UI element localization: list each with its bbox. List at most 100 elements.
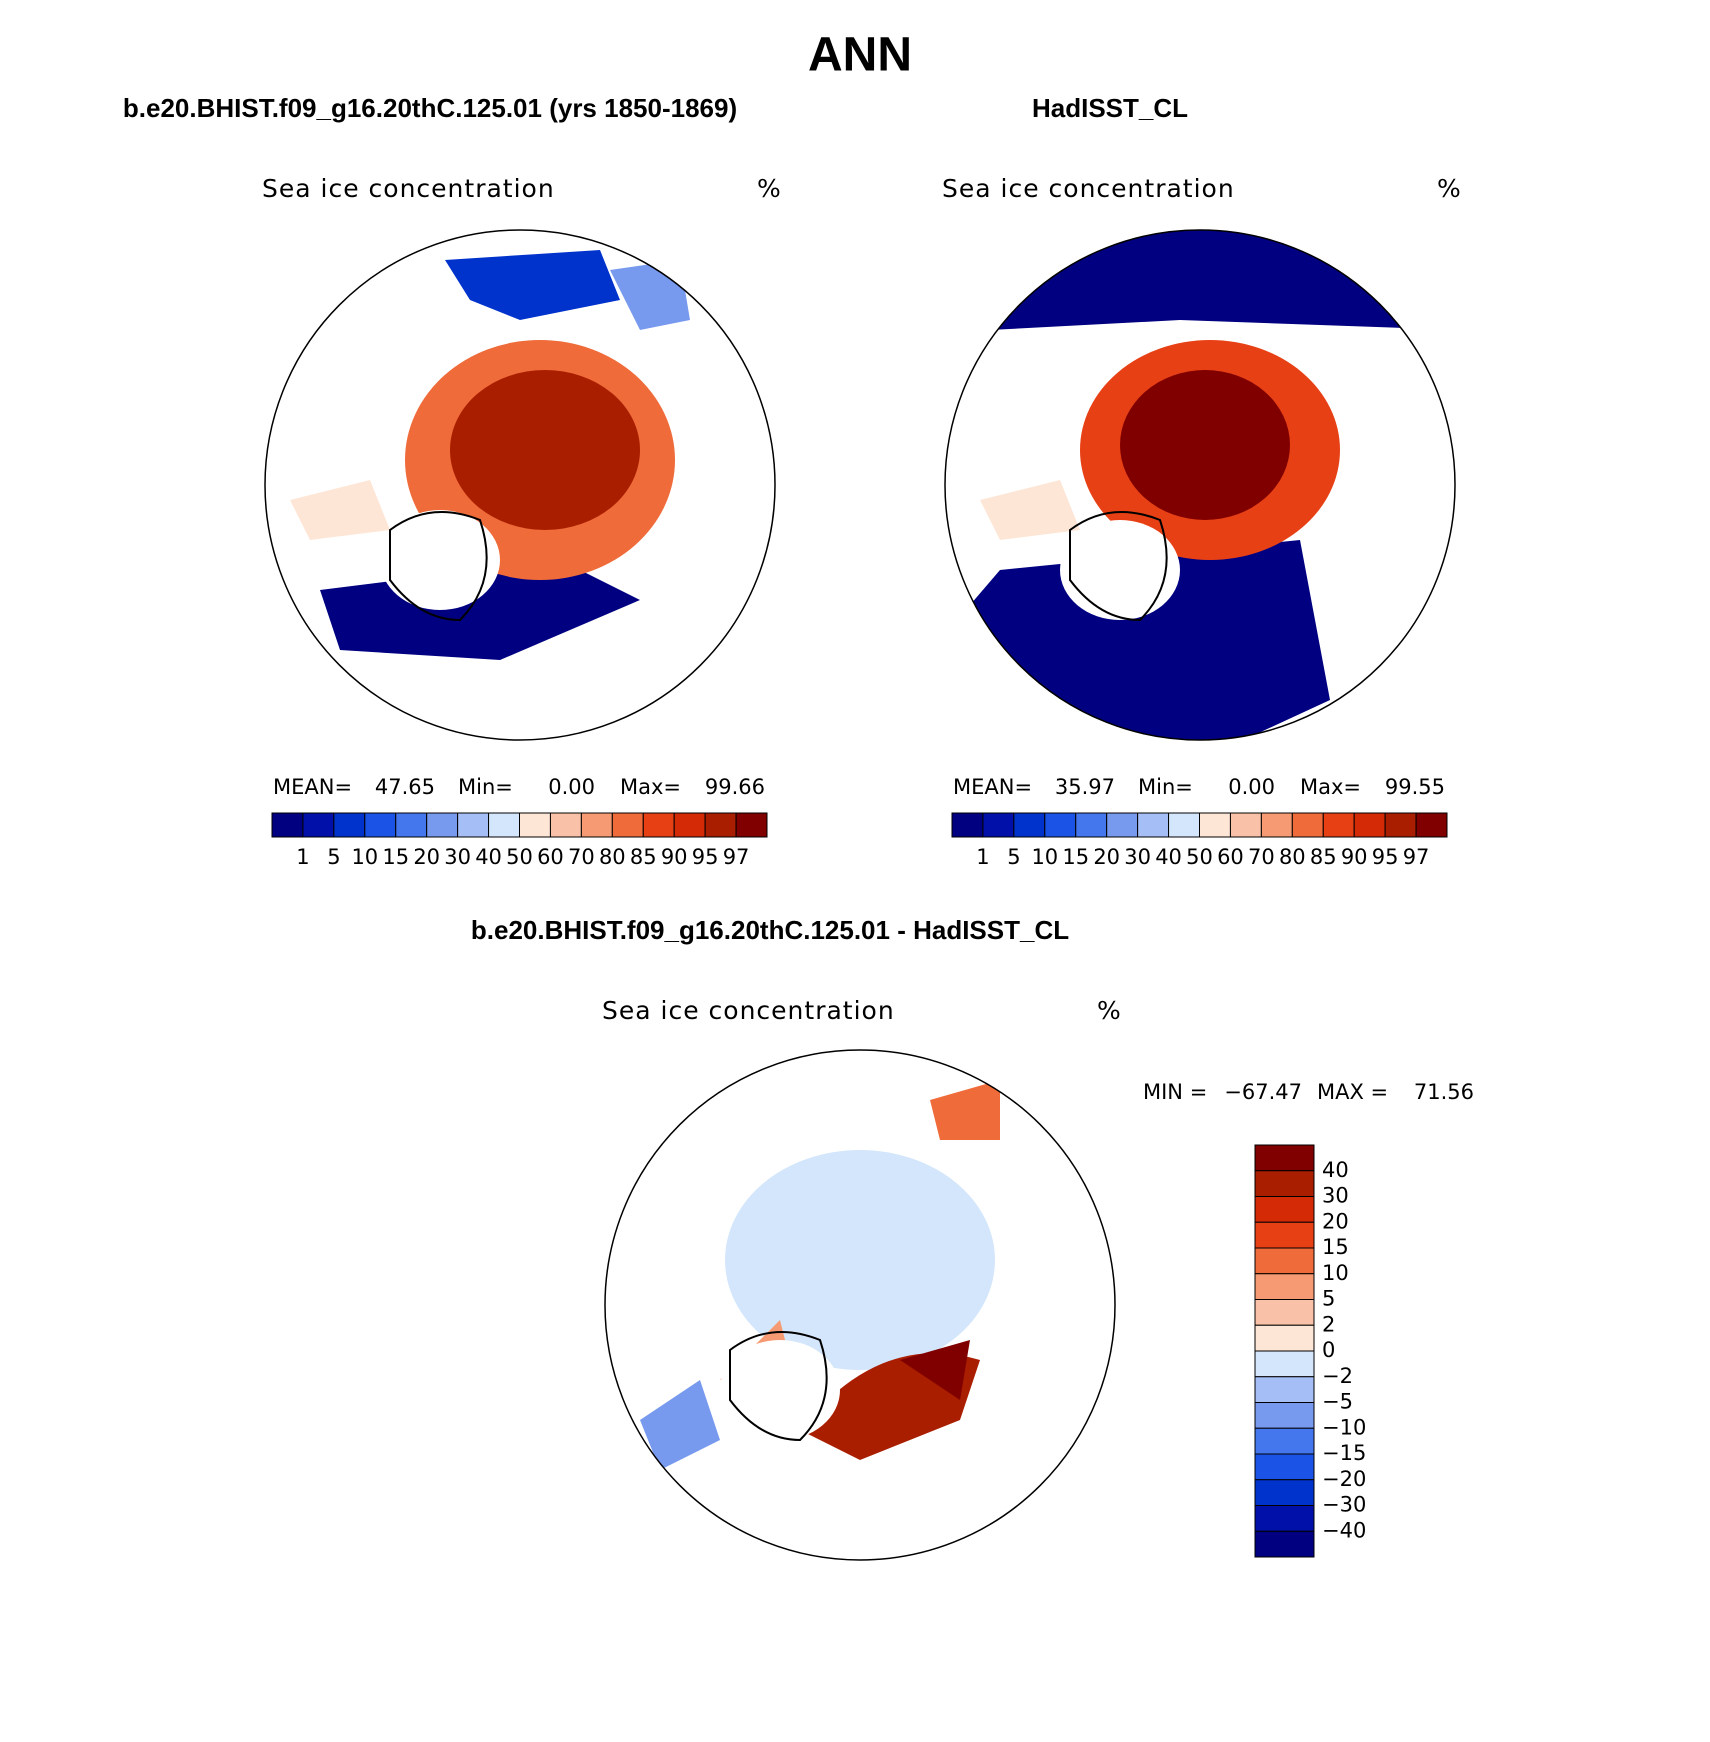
colorbar-label: 97 xyxy=(723,845,750,869)
colorbar-label: 10 xyxy=(351,845,378,869)
colorbar-label: 20 xyxy=(1093,845,1120,869)
colorbar-label: 95 xyxy=(1372,845,1399,869)
colorbar-box xyxy=(1137,812,1170,838)
colorbar-box xyxy=(519,812,551,838)
colorbar-label: 85 xyxy=(630,845,657,869)
colorbar-box xyxy=(580,812,613,838)
colorbar-label: 30 xyxy=(1322,1184,1349,1208)
stat-label: MEAN= xyxy=(273,775,352,799)
map-field xyxy=(290,250,690,660)
colorbar-label: −10 xyxy=(1322,1415,1366,1439)
colorbar-box xyxy=(1254,1453,1315,1481)
colorbar-label: 90 xyxy=(661,845,688,869)
colorbar-label: 40 xyxy=(1322,1158,1349,1182)
colorbar-box xyxy=(1254,1505,1315,1532)
colorbar-box xyxy=(982,812,1015,838)
stat-value: 0.00 xyxy=(548,775,595,799)
colorbar-box xyxy=(1106,812,1139,838)
stat-value: 35.97 xyxy=(1055,775,1115,799)
colorbar-box xyxy=(1254,1530,1315,1558)
colorbar-box xyxy=(1254,1402,1315,1429)
colorbar-label: 30 xyxy=(444,845,471,869)
colorbar-box xyxy=(1254,1324,1315,1352)
colorbar-label: −30 xyxy=(1322,1493,1366,1517)
panel-title: HadISST_CL xyxy=(1032,93,1188,123)
stat-value: 71.56 xyxy=(1414,1080,1474,1104)
colorbar-box xyxy=(1168,812,1200,838)
colorbar-label: 5 xyxy=(1007,845,1020,869)
colorbar-box xyxy=(333,812,366,838)
variable-name: Sea ice concentration xyxy=(602,996,895,1025)
colorbar-box xyxy=(488,812,520,838)
colorbar-label: 70 xyxy=(1248,845,1275,869)
colorbar-label: 85 xyxy=(1310,845,1337,869)
colorbar-label: −2 xyxy=(1322,1364,1353,1388)
colorbar-box xyxy=(1254,1350,1315,1378)
colorbar-box xyxy=(364,812,397,838)
colorbar-label: 90 xyxy=(1341,845,1368,869)
colorbar-label: 10 xyxy=(1322,1261,1349,1285)
units: % xyxy=(1097,996,1122,1025)
colorbar-box xyxy=(704,812,737,838)
colorbar-label: −15 xyxy=(1322,1441,1366,1465)
colorbar-box xyxy=(1322,812,1355,838)
colorbar-box xyxy=(1254,1221,1315,1249)
colorbar-box xyxy=(1013,812,1046,838)
colorbar-box xyxy=(426,812,459,838)
colorbar-label: 50 xyxy=(1186,845,1213,869)
colorbar-label: 1 xyxy=(296,845,309,869)
colorbar-box xyxy=(611,812,644,838)
colorbar-label: 40 xyxy=(1155,845,1182,869)
colorbar-label: 95 xyxy=(692,845,719,869)
colorbar-label: 60 xyxy=(537,845,564,869)
colorbar-box xyxy=(1254,1144,1315,1172)
map-boundary xyxy=(944,229,1456,741)
stat-value: 47.65 xyxy=(375,775,435,799)
stat-label: Max= xyxy=(620,775,681,799)
colorbar-label: 20 xyxy=(1322,1209,1349,1233)
stat-label: Min= xyxy=(1138,775,1193,799)
coastline xyxy=(729,1331,828,1442)
units: % xyxy=(757,174,782,203)
colorbar-box xyxy=(1353,812,1386,838)
figure-title: ANN xyxy=(808,29,912,82)
panel-title: b.e20.BHIST.f09_g16.20thC.125.01 - HadIS… xyxy=(471,915,1069,945)
colorbar-box xyxy=(1415,812,1448,838)
colorbar-box xyxy=(549,812,582,838)
map-boundary xyxy=(264,229,776,741)
coastline xyxy=(1069,511,1168,622)
stat-value: 0.00 xyxy=(1228,775,1275,799)
colorbar-label: 80 xyxy=(1279,845,1306,869)
variable-name: Sea ice concentration xyxy=(262,174,555,203)
colorbar-box xyxy=(1384,812,1417,838)
colorbar-box xyxy=(302,812,335,838)
stat-label: Max= xyxy=(1300,775,1361,799)
colorbar-box xyxy=(1254,1479,1315,1506)
colorbar-label: 80 xyxy=(599,845,626,869)
variable-name: Sea ice concentration xyxy=(942,174,1235,203)
colorbar-box xyxy=(1229,812,1262,838)
units: % xyxy=(1437,174,1462,203)
colorbar-box xyxy=(1260,812,1293,838)
colorbar-label: 97 xyxy=(1403,845,1430,869)
colorbar-box xyxy=(735,812,768,838)
colorbar-box xyxy=(1254,1247,1315,1275)
colorbar-label: 20 xyxy=(413,845,440,869)
panel-title: b.e20.BHIST.f09_g16.20thC.125.01 (yrs 18… xyxy=(123,93,737,123)
map-boundary xyxy=(604,1049,1116,1561)
colorbar-box xyxy=(1044,812,1077,838)
colorbar-label: 40 xyxy=(475,845,502,869)
colorbar-label: 1 xyxy=(976,845,989,869)
colorbar-label: 50 xyxy=(506,845,533,869)
colorbar-label: 5 xyxy=(1322,1287,1335,1311)
colorbar-label: 15 xyxy=(1062,845,1089,869)
colorbar-box xyxy=(1254,1196,1315,1223)
colorbar-label: 2 xyxy=(1322,1312,1335,1336)
colorbar-label: 30 xyxy=(1124,845,1151,869)
colorbar-box xyxy=(457,812,490,838)
colorbar-box xyxy=(1254,1273,1315,1300)
stat-label: MIN = xyxy=(1143,1080,1207,1104)
stat-value: 99.55 xyxy=(1385,775,1445,799)
